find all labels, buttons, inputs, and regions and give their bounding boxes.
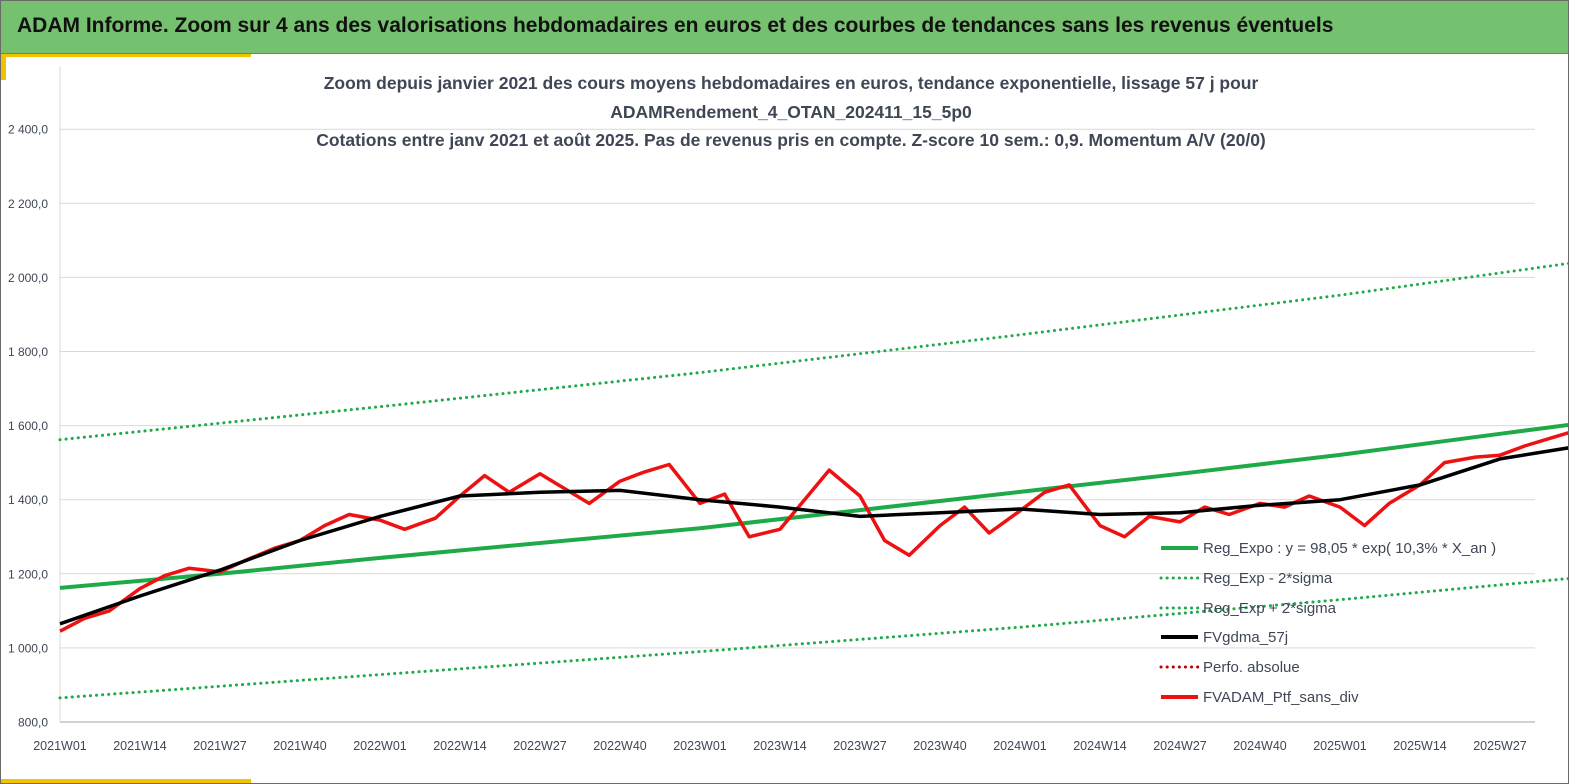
- x-tick-label: 2025W01: [1313, 739, 1367, 753]
- chart-title-line: Cotations entre janv 2021 et août 2025. …: [316, 130, 1266, 150]
- x-tick-label: 2023W01: [673, 739, 727, 753]
- x-tick-label: 2025W27: [1473, 739, 1527, 753]
- chart-title: Zoom depuis janvier 2021 des cours moyen…: [241, 69, 1341, 155]
- series-line: [58, 577, 1568, 700]
- x-tick-label: 2022W01: [353, 739, 407, 753]
- x-tick-label: 2021W01: [33, 739, 87, 753]
- report-banner: ADAM Informe. Zoom sur 4 ans des valoris…: [1, 1, 1568, 54]
- x-tick-label: 2023W27: [833, 739, 887, 753]
- x-tick-label: 2022W14: [433, 739, 487, 753]
- x-tick-label: 2024W40: [1233, 739, 1287, 753]
- y-tick-label: 1 400,0: [8, 493, 48, 507]
- y-tick-label: 1 200,0: [8, 567, 48, 581]
- x-tick-label: 2023W14: [753, 739, 807, 753]
- x-tick-label: 2024W01: [993, 739, 1047, 753]
- legend-label: FVgdma_57j: [1203, 629, 1288, 646]
- report-banner-title: ADAM Informe. Zoom sur 4 ans des valoris…: [17, 14, 1334, 37]
- y-tick-label: 1 800,0: [8, 345, 48, 359]
- series-line: [59, 446, 1568, 626]
- chart-title-line: Zoom depuis janvier 2021 des cours moyen…: [323, 73, 1259, 93]
- x-tick-label: 2022W40: [593, 739, 647, 753]
- x-tick-label: 2021W14: [113, 739, 167, 753]
- legend-label: Reg_Exp + 2*sigma: [1203, 600, 1337, 617]
- accent-bar-left: [1, 54, 6, 80]
- y-tick-label: 800,0: [18, 716, 48, 730]
- legend-label: Reg_Expo : y = 98,05 * exp( 10,3% * X_an…: [1203, 540, 1496, 557]
- y-tick-label: 2 400,0: [8, 123, 48, 137]
- legend-label: Reg_Exp - 2*sigma: [1203, 570, 1333, 587]
- x-tick-label: 2021W40: [273, 739, 327, 753]
- x-tick-label: 2023W40: [913, 739, 967, 753]
- y-tick-label: 2 000,0: [8, 271, 48, 285]
- x-tick-label: 2022W27: [513, 739, 567, 753]
- y-tick-label: 1 600,0: [8, 419, 48, 433]
- x-tick-label: 2024W27: [1153, 739, 1207, 753]
- series-line: [59, 422, 1568, 590]
- x-tick-label: 2025W14: [1393, 739, 1447, 753]
- x-tick-label: 2024W14: [1073, 739, 1127, 753]
- y-tick-label: 2 200,0: [8, 197, 48, 211]
- y-tick-label: 1 000,0: [8, 641, 48, 655]
- accent-bar-bottom: [1, 779, 251, 783]
- x-tick-label: 2021W27: [193, 739, 247, 753]
- chart-title-line: ADAMRendement_4_OTAN_202411_15_5p0: [610, 101, 972, 122]
- legend-label: Perfo. absolue: [1203, 659, 1300, 676]
- legend-label: FVADAM_Ptf_sans_div: [1203, 689, 1359, 706]
- series-line: [58, 261, 1568, 442]
- series-line: [59, 431, 1568, 633]
- accent-bar-top: [1, 54, 251, 57]
